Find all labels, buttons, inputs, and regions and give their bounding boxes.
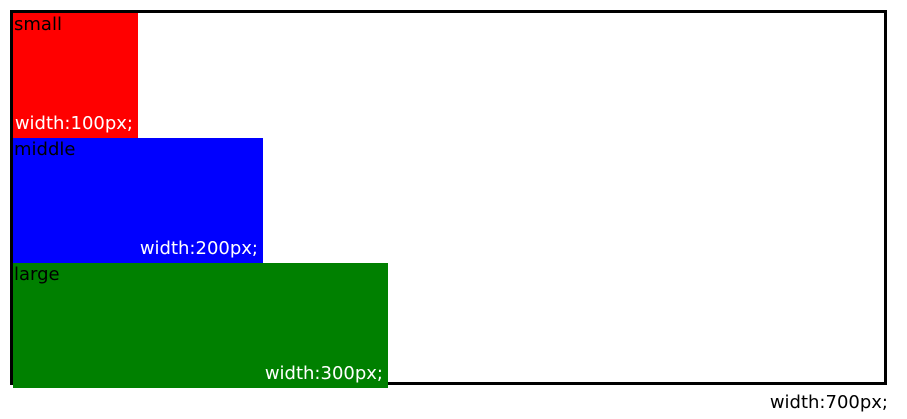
middle-box-width-label: width:200px; [139, 238, 258, 259]
large-box-name: large [14, 264, 60, 285]
middle-box: middle width:200px; [13, 138, 263, 263]
container-width-label: width:700px; [769, 392, 888, 413]
large-box-width-label: width:300px; [264, 363, 383, 384]
large-box: large width:300px; [13, 263, 388, 388]
small-box-name: small [14, 14, 62, 35]
outer-container: small width:100px; middle width:200px; l… [10, 10, 887, 388]
small-box: small width:100px; [13, 13, 138, 138]
middle-box-name: middle [14, 139, 76, 160]
small-box-width-label: width:100px; [14, 113, 133, 134]
